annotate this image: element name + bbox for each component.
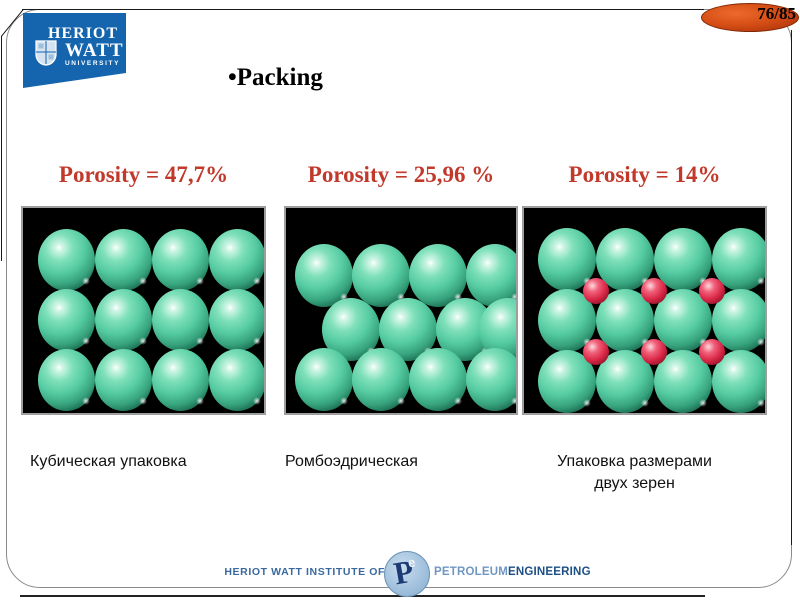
grain-sphere: [466, 348, 516, 411]
grain-sphere: [95, 349, 152, 411]
grain-sphere: [295, 244, 353, 307]
packing-image-two-grain: [522, 206, 767, 415]
small-grain-sphere: [583, 278, 609, 304]
footer-brand-label: PETROLEUMENGINEERING: [434, 566, 591, 578]
grain-sphere: [209, 349, 264, 411]
top-edge-line: [22, 9, 704, 10]
logo-text-watt: WATT: [65, 40, 124, 61]
left-edge-line: [1, 36, 2, 261]
page-number: 76/85: [757, 4, 796, 23]
grain-sphere: [209, 289, 264, 351]
slide-title: •Packing: [228, 64, 323, 91]
grain-sphere: [295, 348, 353, 411]
packing-image-cubic: [21, 206, 266, 415]
caption-two-grain-line1: Упаковка размерами: [557, 453, 712, 470]
grain-sphere: [409, 244, 467, 307]
grain-sphere: [95, 289, 152, 351]
small-grain-sphere: [641, 278, 667, 304]
small-grain-sphere: [641, 339, 667, 365]
small-grain-sphere: [583, 339, 609, 365]
petroleum-engineering-logo-icon: P e: [384, 551, 430, 597]
bottom-edge-line: [20, 595, 705, 597]
caption-rhombohedral: Ромбоэдрическая: [285, 453, 418, 470]
footer-institute-label: HERIOT WATT INSTITUTE OF: [224, 566, 385, 578]
porosity-label-rhombohedral: Porosity = 25,96 %: [307, 162, 495, 187]
grain-sphere: [38, 349, 95, 411]
grain-sphere: [38, 289, 95, 351]
logo-text-heriot: HERIOT: [48, 25, 119, 42]
logo-text-university: UNIVERSITY: [65, 60, 121, 67]
grain-sphere: [209, 229, 264, 291]
monogram-e: e: [406, 554, 417, 571]
grain-sphere: [466, 244, 516, 307]
shield-icon: [33, 40, 59, 66]
grain-sphere: [409, 348, 467, 411]
grain-sphere: [152, 229, 209, 291]
grain-sphere: [38, 229, 95, 291]
small-grain-sphere: [699, 278, 725, 304]
packing-image-rhombohedral: [284, 206, 518, 415]
grain-sphere: [95, 229, 152, 291]
porosity-label-two-grain: Porosity = 14%: [568, 162, 721, 187]
caption-two-grain-line2: двух зерен: [594, 475, 675, 492]
caption-cubic: Кубическая упаковка: [30, 453, 187, 470]
page-number-badge: 76/85: [701, 3, 799, 32]
small-grain-sphere: [699, 339, 725, 365]
grain-sphere: [352, 244, 410, 307]
grain-sphere: [352, 348, 410, 411]
brand-engineering: ENGINEERING: [508, 566, 591, 578]
grain-sphere: [152, 349, 209, 411]
porosity-label-cubic: Porosity = 47,7%: [58, 162, 229, 187]
brand-petroleum: PETROLEUM: [434, 566, 508, 578]
right-edge-line: [791, 30, 792, 545]
caption-two-grain: Упаковка размерами двух зерен: [512, 451, 757, 495]
grain-sphere: [152, 289, 209, 351]
